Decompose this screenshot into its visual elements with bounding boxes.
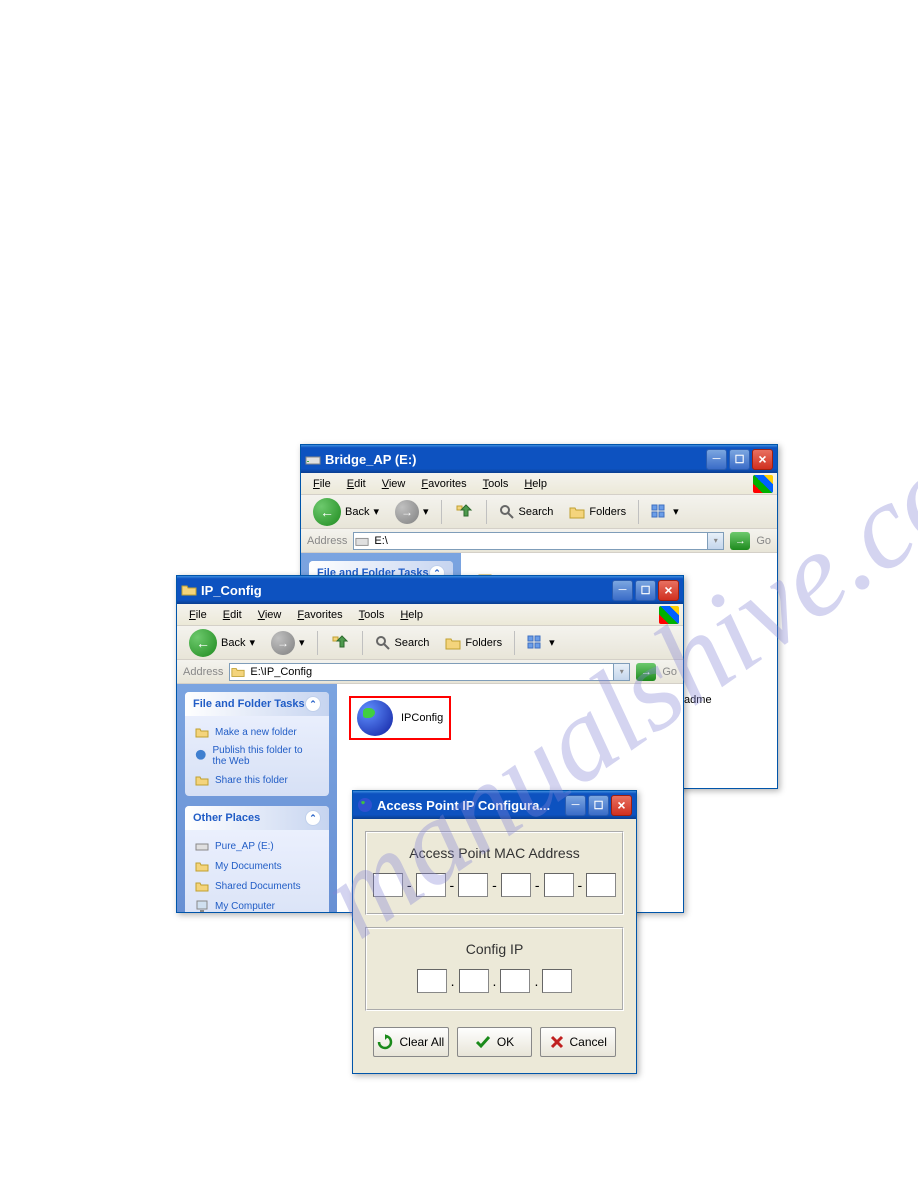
make-folder-link[interactable]: Make a new folder xyxy=(195,722,319,742)
folders-button[interactable]: Folders xyxy=(563,502,632,522)
close-button[interactable]: × xyxy=(752,449,773,470)
titlebar[interactable]: Bridge_AP (E:) ─ ☐ × xyxy=(301,445,777,473)
x-icon xyxy=(550,1035,564,1049)
views-button[interactable]: ▾ xyxy=(645,502,685,522)
globe-icon xyxy=(357,797,373,813)
address-dropdown[interactable]: ▾ xyxy=(614,663,630,681)
address-label: Address xyxy=(307,535,347,547)
search-button[interactable]: Search xyxy=(493,502,560,522)
go-button[interactable]: → xyxy=(636,663,656,681)
up-button[interactable] xyxy=(324,631,356,655)
up-button[interactable] xyxy=(448,500,480,524)
window-title: Bridge_AP (E:) xyxy=(325,452,706,467)
views-button[interactable]: ▾ xyxy=(521,633,561,653)
ip-1[interactable] xyxy=(417,969,447,993)
folder-icon xyxy=(181,582,197,598)
ip-3[interactable] xyxy=(500,969,530,993)
maximize-button[interactable]: ☐ xyxy=(729,449,750,470)
dialog-titlebar[interactable]: Access Point IP Configura... ─ ☐ × xyxy=(353,791,636,819)
menu-tools[interactable]: Tools xyxy=(351,607,393,623)
ipconfig-dialog: Access Point IP Configura... ─ ☐ × Acces… xyxy=(352,790,637,1074)
menubar: File Edit View Favorites Tools Help xyxy=(177,604,683,626)
address-bar: Address ▾ → Go xyxy=(301,529,777,553)
menu-file[interactable]: File xyxy=(305,476,339,492)
my-documents-link[interactable]: My Documents xyxy=(195,856,319,876)
menu-help[interactable]: Help xyxy=(516,476,555,492)
mac-label: Access Point MAC Address xyxy=(383,845,606,861)
menubar: File Edit View Favorites Tools Help xyxy=(301,473,777,495)
folders-button[interactable]: Folders xyxy=(439,633,508,653)
menu-file[interactable]: File xyxy=(181,607,215,623)
window-title: IP_Config xyxy=(201,583,612,598)
forward-button[interactable]: → ▾ xyxy=(389,498,435,526)
collapse-icon[interactable]: ⌃ xyxy=(305,696,321,712)
address-label: Address xyxy=(183,666,223,678)
ip-4[interactable] xyxy=(542,969,572,993)
mac-5[interactable] xyxy=(544,873,574,897)
file-folder-tasks-header[interactable]: File and Folder Tasks ⌃ xyxy=(185,692,329,716)
refresh-icon xyxy=(377,1034,393,1050)
address-bar: Address ▾ → Go xyxy=(177,660,683,684)
close-button[interactable]: × xyxy=(611,795,632,816)
cancel-button[interactable]: Cancel xyxy=(540,1027,616,1057)
publish-folder-link[interactable]: Publish this folder to the Web xyxy=(195,742,319,770)
my-computer-link[interactable]: My Computer xyxy=(195,896,319,912)
globe-icon xyxy=(357,700,393,736)
other-places-header[interactable]: Other Places ⌃ xyxy=(185,806,329,830)
address-dropdown[interactable]: ▾ xyxy=(708,532,724,550)
mac-1[interactable] xyxy=(373,873,403,897)
back-button[interactable]: ←Back ▾ xyxy=(307,496,385,528)
ok-button[interactable]: OK xyxy=(457,1027,533,1057)
search-button[interactable]: Search xyxy=(369,633,436,653)
menu-favorites[interactable]: Favorites xyxy=(289,607,350,623)
address-input[interactable] xyxy=(229,663,614,681)
go-label: Go xyxy=(662,666,677,678)
shared-documents-link[interactable]: Shared Documents xyxy=(195,876,319,896)
close-button[interactable]: × xyxy=(658,580,679,601)
titlebar[interactable]: IP_Config ─ ☐ × xyxy=(177,576,683,604)
menu-favorites[interactable]: Favorites xyxy=(413,476,474,492)
back-button[interactable]: ←Back ▾ xyxy=(183,627,261,659)
minimize-button[interactable]: ─ xyxy=(565,795,586,816)
toolbar: ←Back ▾ → ▾ Search Folders ▾ xyxy=(177,626,683,660)
mac-4[interactable] xyxy=(501,873,531,897)
tasks-sidebar: File and Folder Tasks ⌃ Make a new folde… xyxy=(177,684,337,912)
forward-button[interactable]: → ▾ xyxy=(265,629,311,657)
ipconfig-exe[interactable]: IPConfig xyxy=(349,696,451,740)
minimize-button[interactable]: ─ xyxy=(612,580,633,601)
share-folder-link[interactable]: Share this folder xyxy=(195,770,319,790)
ip-2[interactable] xyxy=(459,969,489,993)
minimize-button[interactable]: ─ xyxy=(706,449,727,470)
dialog-title: Access Point IP Configura... xyxy=(377,798,565,813)
menu-edit[interactable]: Edit xyxy=(339,476,374,492)
mac-3[interactable] xyxy=(458,873,488,897)
menu-tools[interactable]: Tools xyxy=(475,476,517,492)
ip-label: Config IP xyxy=(383,941,606,957)
menu-help[interactable]: Help xyxy=(392,607,431,623)
mac-2[interactable] xyxy=(416,873,446,897)
maximize-button[interactable]: ☐ xyxy=(635,580,656,601)
mac-6[interactable] xyxy=(586,873,616,897)
windows-flag-icon xyxy=(659,606,679,624)
drive-link[interactable]: Pure_AP (E:) xyxy=(195,836,319,856)
go-button[interactable]: → xyxy=(730,532,750,550)
toolbar: ←Back ▾ → ▾ Search Folders ▾ xyxy=(301,495,777,529)
ip-fieldset: Config IP . . . xyxy=(365,927,624,1011)
go-label: Go xyxy=(756,535,771,547)
check-icon xyxy=(475,1034,491,1050)
windows-flag-icon xyxy=(753,475,773,493)
file-label: IPConfig xyxy=(401,712,443,724)
clear-all-button[interactable]: Clear All xyxy=(373,1027,449,1057)
menu-edit[interactable]: Edit xyxy=(215,607,250,623)
maximize-button[interactable]: ☐ xyxy=(588,795,609,816)
collapse-icon[interactable]: ⌃ xyxy=(305,810,321,826)
address-input[interactable] xyxy=(353,532,708,550)
mac-fieldset: Access Point MAC Address - - - - - xyxy=(365,831,624,915)
drive-icon xyxy=(305,451,321,467)
menu-view[interactable]: View xyxy=(374,476,414,492)
menu-view[interactable]: View xyxy=(250,607,290,623)
